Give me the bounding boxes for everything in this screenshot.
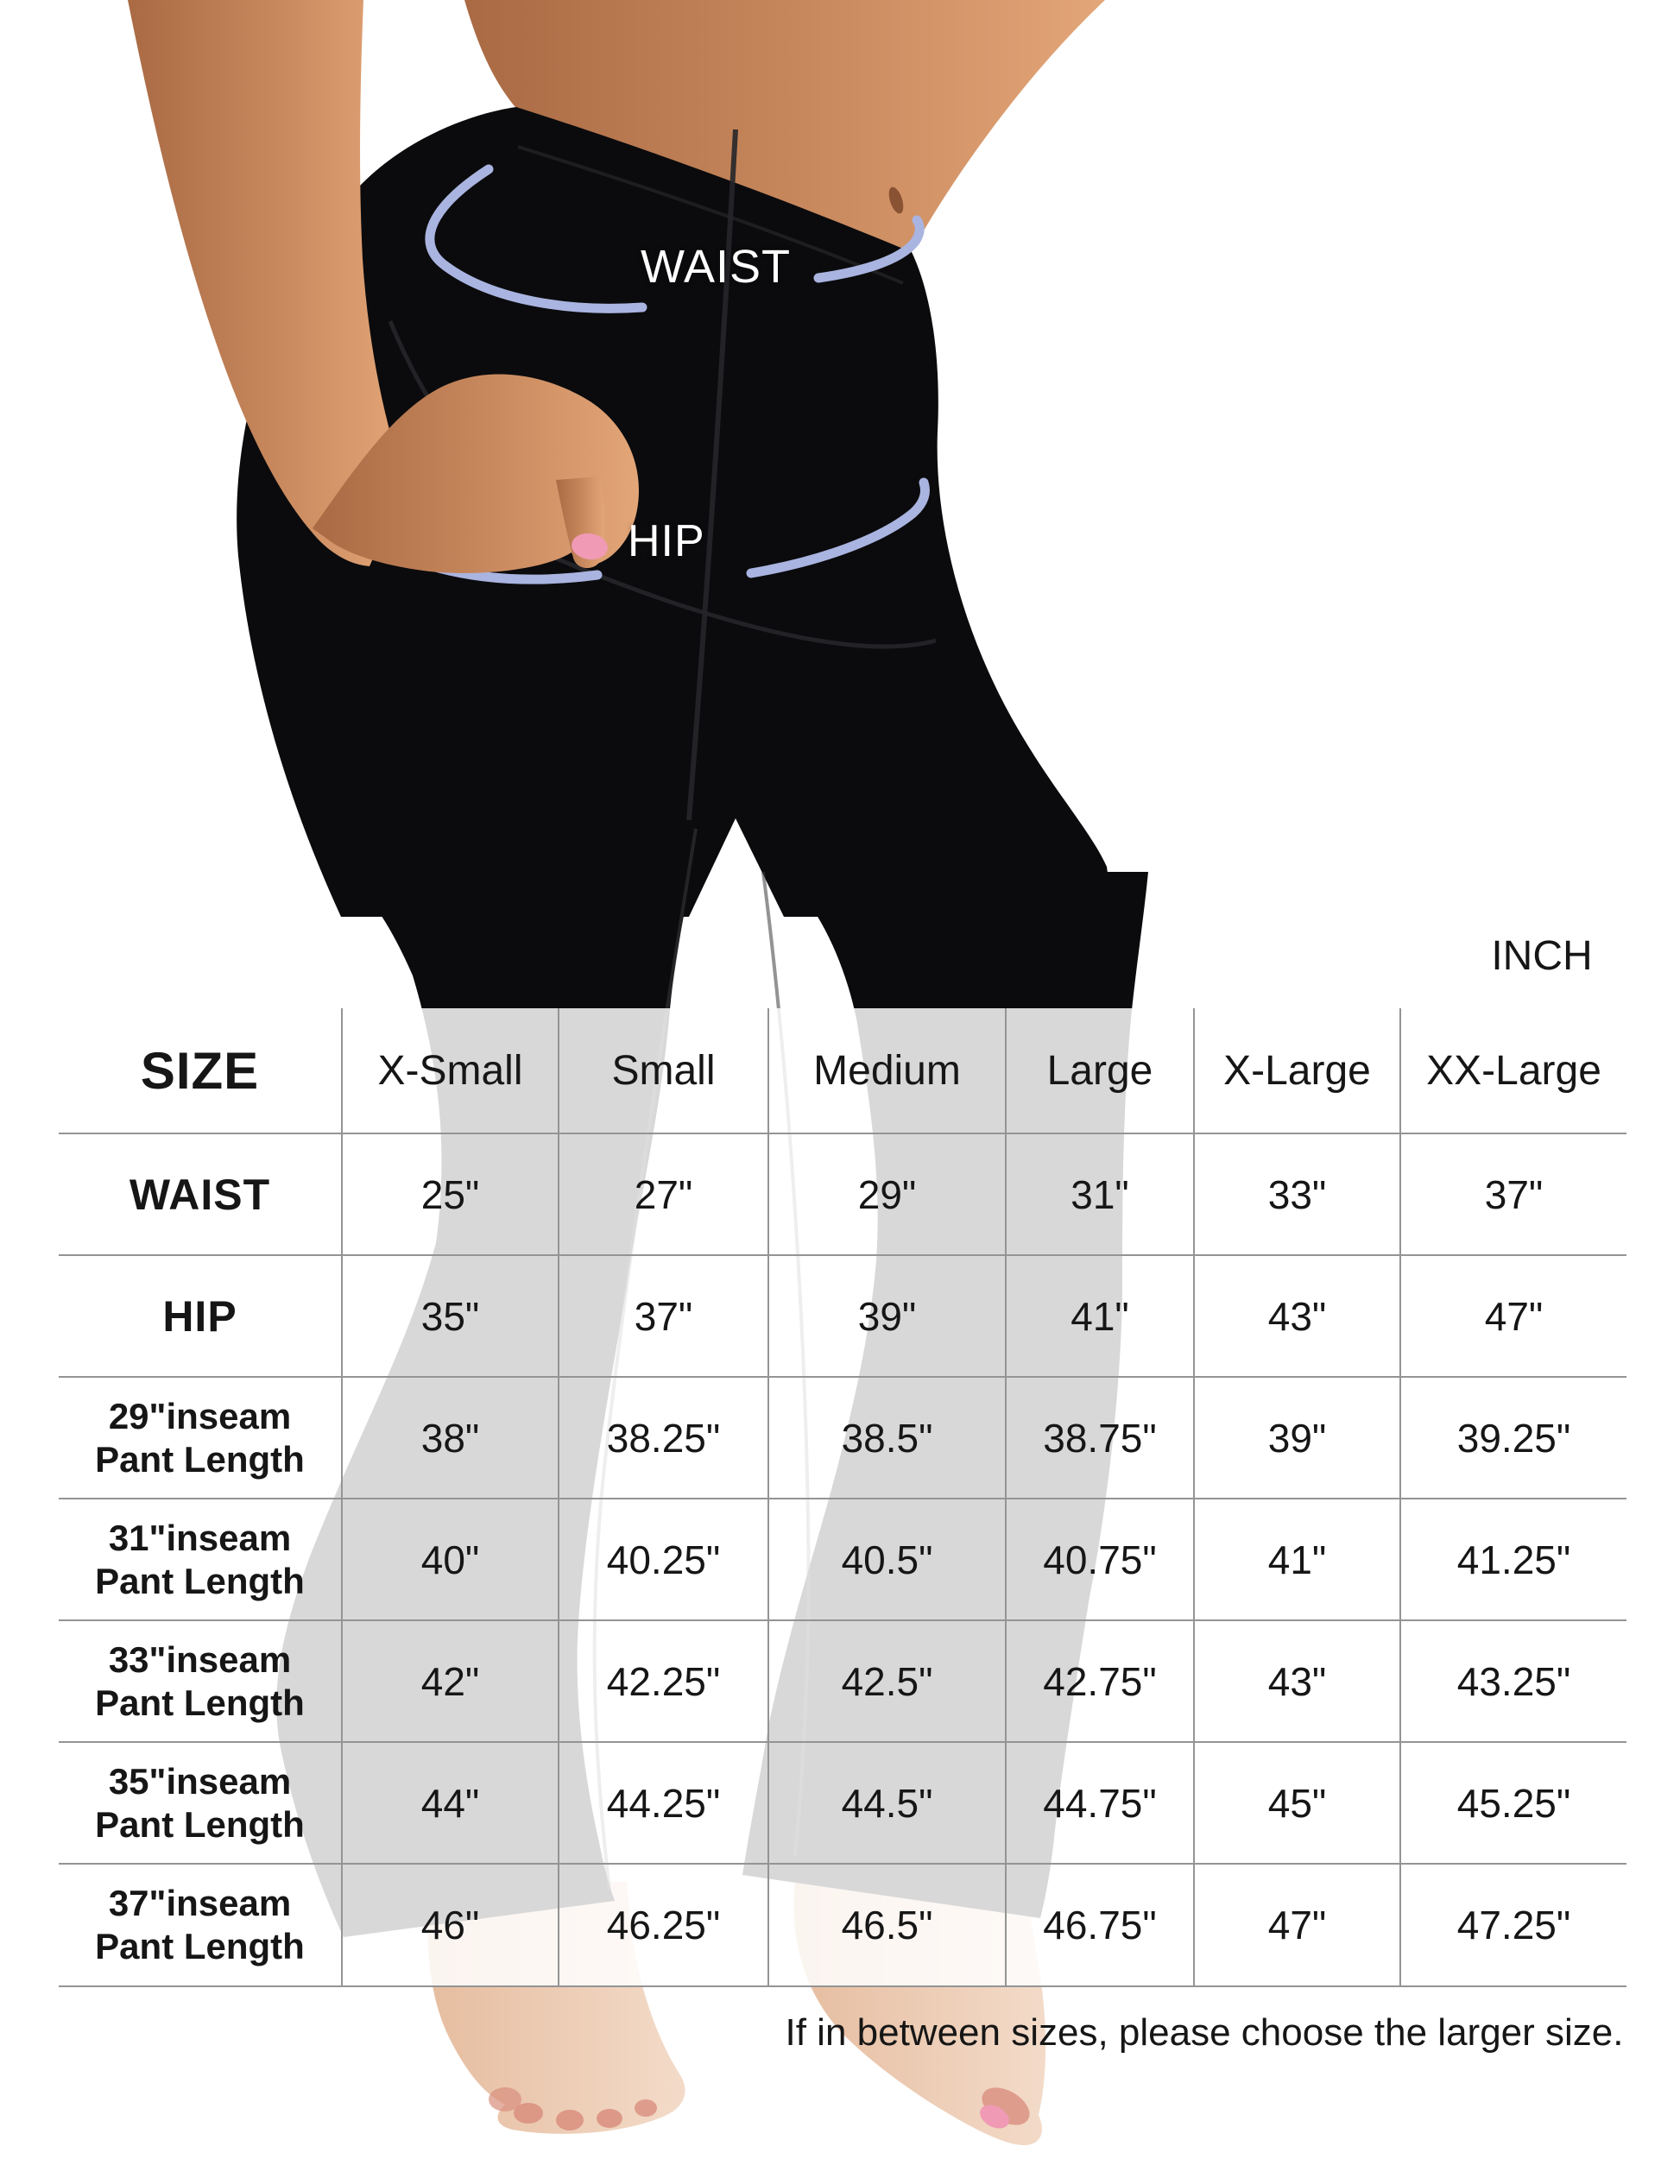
size-value-cell: 25" [341,1134,558,1256]
toe [514,2103,543,2124]
size-value-cell: 46.75" [1005,1865,1193,1987]
toenail [980,2105,1009,2129]
size-value-cell: 42" [341,1621,558,1743]
column-header-large: Large [1005,1008,1193,1134]
size-value-cell: 39" [767,1256,1005,1378]
arm-and-hand [128,0,639,573]
size-value-cell: 43" [1193,1256,1399,1378]
size-value-cell: 43" [1193,1621,1399,1743]
row-label-line2: Pant Length [95,1560,305,1601]
size-value-cell: 38.75" [1005,1378,1193,1499]
waist-arc-right [813,215,925,283]
row-label: 35"inseam Pant Length [59,1743,341,1865]
row-label-line1: WAIST [129,1170,271,1219]
size-value-cell: 45" [1193,1743,1399,1865]
table-corner-size-header: SIZE [59,1008,341,1134]
size-value-cell: 41.25" [1399,1499,1626,1621]
size-value-cell: 35" [341,1256,558,1378]
row-label-line2: Pant Length [95,1926,305,1966]
row-label: 29"inseam Pant Length [59,1378,341,1499]
row-label: HIP [59,1256,341,1378]
size-value-cell: 29" [767,1134,1005,1256]
row-label-line1: 31"inseam [108,1517,292,1558]
row-label-line1: 29"inseam [108,1395,292,1436]
row-label: 33"inseam Pant Length [59,1621,341,1743]
row-label-line2: Pant Length [95,1803,305,1845]
size-value-cell: 42.5" [767,1621,1005,1743]
pants-hip [237,107,1115,917]
size-value-cell: 38.25" [558,1378,767,1499]
row-label-line1: HIP [162,1291,237,1341]
size-value-cell: 40.5" [767,1499,1005,1621]
size-value-cell: 44" [341,1743,558,1865]
size-value-cell: 41" [1005,1256,1193,1378]
size-value-cell: 47.25" [1399,1865,1626,1987]
row-label: WAIST [59,1134,341,1256]
size-value-cell: 40.75" [1005,1499,1193,1621]
size-value-cell: 37" [1399,1134,1626,1256]
torso-skin [464,0,1105,252]
size-value-cell: 46.25" [558,1865,767,1987]
size-value-cell: 45.25" [1399,1743,1626,1865]
column-header-xx-large: XX-Large [1399,1008,1626,1134]
row-label: 37"inseam Pant Length [59,1865,341,1987]
column-header-x-small: X-Small [341,1008,558,1134]
row-label-line2: Pant Length [95,1682,305,1723]
size-value-cell: 44.25" [558,1743,767,1865]
row-label-line1: 35"inseam [108,1760,292,1802]
size-value-cell: 40.25" [558,1499,767,1621]
toe [489,2087,521,2111]
column-header-medium: Medium [767,1008,1005,1134]
size-value-cell: 44.5" [767,1743,1005,1865]
size-value-cell: 31" [1005,1134,1193,1256]
column-header-small: Small [558,1008,767,1134]
footer-note: If in between sizes, please choose the l… [785,2011,1624,2054]
size-value-cell: 42.25" [558,1621,767,1743]
waist-callout-label: WAIST [641,241,791,293]
size-value-cell: 38" [341,1378,558,1499]
size-value-cell: 47" [1193,1865,1399,1987]
toe [635,2099,657,2117]
size-value-cell: 46" [341,1865,558,1987]
hip-callout-label: HIP [628,516,705,566]
navel [888,186,904,214]
size-value-cell: 37" [558,1256,767,1378]
size-value-cell: 42.75" [1005,1621,1193,1743]
size-value-cell: 40" [341,1499,558,1621]
size-value-cell: 27" [558,1134,767,1256]
waist-arc-left [425,164,647,313]
toe [597,2109,622,2128]
row-label-line1: 37"inseam [108,1883,292,1924]
toe [556,2110,584,2130]
size-value-cell: 47" [1399,1256,1626,1378]
column-header-x-large: X-Large [1193,1008,1399,1134]
thumbnail-pink [572,533,608,560]
size-value-cell: 43.25" [1399,1621,1626,1743]
size-value-cell: 44.75" [1005,1743,1193,1865]
size-value-cell: 38.5" [767,1378,1005,1499]
unit-label: INCH [1491,933,1593,979]
size-value-cell: 46.5" [767,1865,1005,1987]
row-label-line1: 33"inseam [108,1638,292,1680]
row-label-line2: Pant Length [95,1438,305,1480]
size-table: SIZE X-Small Small Medium Large X-Large XX-Lar… [59,1008,1626,1987]
size-value-cell: 33" [1193,1134,1399,1256]
row-label: 31"inseam Pant Length [59,1499,341,1621]
size-value-cell: 39" [1193,1378,1399,1499]
hip-arc-right [746,477,930,578]
size-value-cell: 41" [1193,1499,1399,1621]
size-value-cell: 39.25" [1399,1378,1626,1499]
